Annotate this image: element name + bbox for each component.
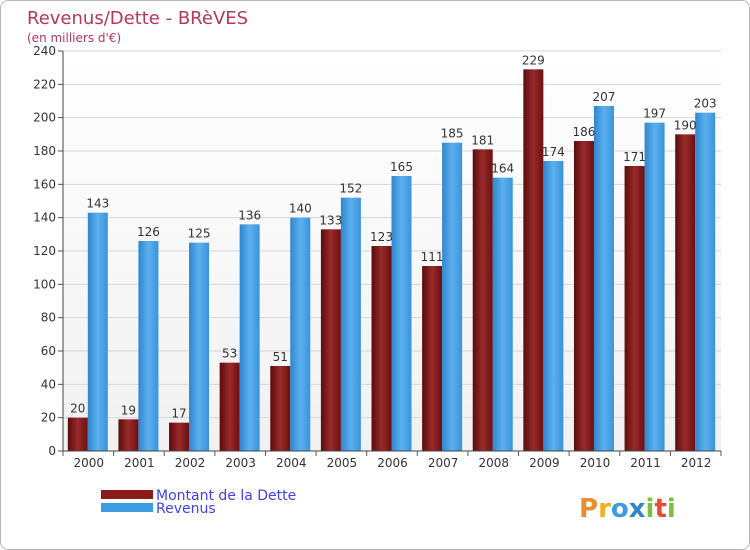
data-label-revenus: 197 [643,107,666,121]
data-label-dette: 229 [522,53,545,67]
data-label-dette: 181 [471,133,494,147]
bar-revenus [695,112,716,452]
bar-dette [219,362,240,451]
data-label-revenus: 140 [289,202,312,216]
x-tick-label: 2003 [225,456,256,470]
bar-dette [422,266,443,451]
bar-revenus [391,176,412,451]
data-label-revenus: 125 [188,227,211,241]
data-label-dette: 133 [319,213,342,227]
bar-revenus [442,142,463,451]
y-tick-label: 60 [41,344,56,358]
bar-revenus [290,217,311,451]
y-tick-label: 80 [41,311,56,325]
data-label-revenus: 136 [238,208,261,222]
data-label-dette: 186 [573,125,596,139]
data-label-revenus: 207 [593,90,616,104]
bar-revenus [87,212,108,451]
y-tick-label: 180 [33,144,56,158]
bar-dette [371,246,392,451]
bar-dette [624,166,645,451]
x-tick-label: 2002 [175,456,206,470]
y-tick-label: 40 [41,377,56,391]
y-tick-label: 100 [33,277,56,291]
proxiti-logo: Proxiti [579,494,676,524]
bar-dette [270,366,291,451]
data-label-revenus: 185 [441,127,464,141]
y-tick-label: 20 [41,411,56,425]
x-tick-label: 2011 [630,456,661,470]
data-label-dette: 53 [222,347,237,361]
legend-swatch-revenus [101,503,153,512]
svg-text:Proxiti: Proxiti [579,494,676,524]
x-tick-label: 2005 [327,456,358,470]
y-tick-label: 0 [48,444,56,458]
bar-revenus [239,224,260,451]
bar-dette [472,149,493,452]
data-label-revenus: 203 [694,97,717,111]
data-label-dette: 111 [421,250,444,264]
chart-title: Revenus/Dette - BRèVES [27,8,248,29]
bar-revenus [189,242,210,451]
x-tick-label: 2008 [478,456,509,470]
x-tick-label: 2012 [681,456,712,470]
data-label-dette: 51 [273,350,288,364]
data-label-revenus: 174 [542,145,565,159]
bar-dette [573,141,594,451]
bar-dette [67,417,88,451]
x-tick-label: 2001 [124,456,155,470]
x-tick-label: 2007 [428,456,459,470]
data-label-revenus: 126 [137,225,160,239]
data-label-dette: 19 [121,403,136,417]
x-tick-label: 2010 [580,456,611,470]
data-labels: 20 143 19 126 17 125 53 136 51 140 133 152 123 165 111… [70,53,716,420]
bar-dette [169,422,190,451]
bar-revenus [492,177,513,451]
bar-dette [523,69,544,451]
y-tick-label: 120 [33,244,56,258]
data-label-revenus: 143 [86,197,109,211]
chart-subtitle: (en milliers d'€) [27,31,121,45]
data-label-revenus: 152 [339,182,362,196]
legend-label-dette: Montant de la Dette [156,488,296,504]
data-label-dette: 123 [370,230,393,244]
y-tick-label: 220 [33,77,56,91]
data-label-revenus: 164 [491,162,514,176]
bar-revenus [138,241,159,451]
bar-dette [320,229,341,451]
x-tick-label: 2006 [377,456,408,470]
x-tick-label: 2009 [529,456,560,470]
y-tick-label: 240 [33,44,56,58]
data-label-dette: 17 [171,407,186,421]
y-tick-label: 160 [33,177,56,191]
bar-revenus [543,161,564,451]
data-label-dette: 20 [70,402,85,416]
x-tick-label: 2000 [74,456,105,470]
bar-dette [675,134,696,452]
data-label-dette: 171 [623,150,646,164]
bar-revenus [340,197,361,451]
bar-revenus [644,122,665,452]
bar-revenus [593,106,614,451]
y-tick-label: 200 [33,111,56,125]
legend-label-revenus: Revenus [156,501,216,517]
x-tick-label: 2004 [276,456,307,470]
y-tick-label: 140 [33,211,56,225]
data-label-dette: 190 [674,118,697,132]
data-label-revenus: 165 [390,160,413,174]
bars [67,69,716,452]
bar-dette [118,419,139,451]
legend-swatch-dette [101,490,153,499]
